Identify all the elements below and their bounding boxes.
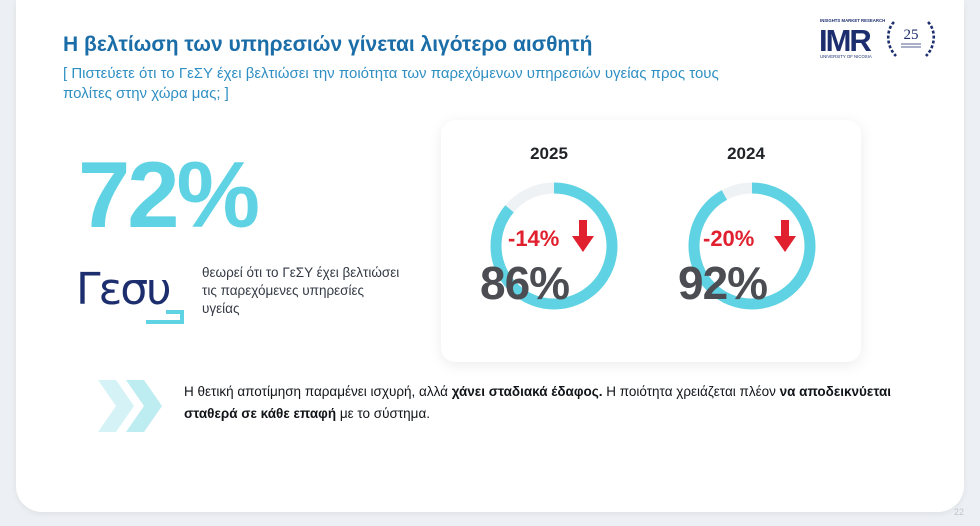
value-2025: 86% <box>480 257 570 309</box>
down-arrow-icon <box>774 220 796 252</box>
change-2025: -14% <box>508 226 560 251</box>
imr-logo: INSIGHTS MARKET RESEARCH IMR UNIVERSITY … <box>819 18 936 59</box>
ring-arc-2024 <box>688 182 816 310</box>
headline-description: θεωρεί ότι το ΓεΣΥ έχει βελτιώσει τις πα… <box>202 265 400 316</box>
imr-university: UNIVERSITY OF NICOSIA <box>820 54 872 59</box>
gesy-logo-text: Γεσυ <box>76 264 170 315</box>
page-title: Η βελτίωση των υπηρεσιών γίνεται λιγότερ… <box>63 33 593 56</box>
change-2024: -20% <box>703 226 755 251</box>
chevron-right-icon <box>98 380 162 432</box>
anniversary-number: 25 <box>904 27 919 43</box>
value-2024: 92% <box>678 257 768 309</box>
headline-percentage: 72% <box>78 142 260 247</box>
page-number: 22 <box>954 507 965 517</box>
year-label-2024: 2024 <box>727 144 765 163</box>
year-label-2025: 2025 <box>530 144 568 163</box>
gesy-logo: Γεσυ <box>76 264 184 324</box>
down-arrow-icon <box>572 220 594 252</box>
conclusion-text: Η θετική αποτίμηση παραμένει ισχυρή, αλλ… <box>184 384 892 421</box>
imr-tagline: INSIGHTS MARKET RESEARCH <box>820 18 885 23</box>
survey-question: [ Πιστεύετε ότι το ΓεΣΥ έχει βελτιώσει τ… <box>63 65 719 102</box>
ring-2024 <box>688 182 816 310</box>
ring-arc-2025 <box>490 182 618 310</box>
ring-2025 <box>490 182 618 310</box>
imr-name: IMR <box>819 23 871 58</box>
